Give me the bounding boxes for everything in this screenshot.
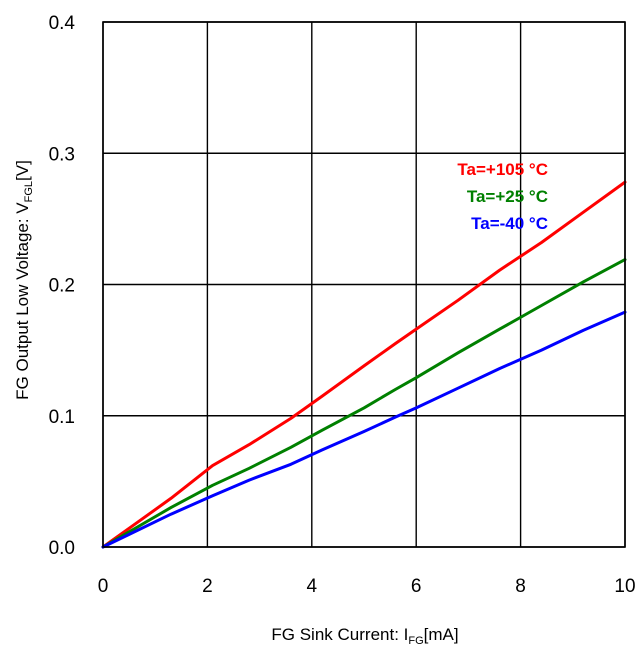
y-tick-label: 0.1 — [49, 407, 75, 428]
x-tick-label: 4 — [307, 576, 318, 597]
series-line — [101, 258, 627, 549]
y-tick-labels: 0.0 0.1 0.2 0.3 0.4 — [49, 13, 76, 559]
y-axis-label: FG Output Low Voltage: VFGL[V] — [13, 160, 35, 400]
y-axis-label-unit: [V] — [13, 160, 32, 181]
legend-entry: Ta=-40 °C — [471, 214, 548, 233]
x-axis-label-main: FG Sink Current: I — [271, 625, 408, 644]
x-tick-label: 2 — [202, 576, 213, 597]
y-axis-label-subscript: FGL — [23, 181, 35, 202]
series-line — [101, 180, 627, 549]
y-tick-label: 0.4 — [49, 13, 76, 34]
legend-entry: Ta=+105 °C — [457, 160, 548, 179]
y-axis-label-main: FG Output Low Voltage: V — [13, 202, 32, 400]
y-tick-label: 0.0 — [49, 538, 75, 559]
series-line — [101, 310, 627, 549]
x-tick-label: 0 — [98, 576, 109, 597]
x-tick-label: 6 — [411, 576, 422, 597]
x-axis-label-unit: [mA] — [424, 625, 459, 644]
legend-entry: Ta=+25 °C — [467, 187, 548, 206]
y-tick-label: 0.3 — [49, 144, 75, 165]
x-tick-label: 8 — [515, 576, 526, 597]
x-axis-label-subscript: FG — [408, 635, 423, 647]
x-tick-label: 10 — [614, 576, 635, 597]
x-axis-label: FG Sink Current: IFG[mA] — [271, 625, 458, 647]
y-tick-label: 0.2 — [49, 276, 75, 297]
x-tick-labels: 0 2 4 6 8 10 — [98, 576, 636, 597]
plot-frame — [102, 21, 626, 548]
series-lines — [101, 180, 627, 549]
legend: Ta=+105 °C Ta=+25 °C Ta=-40 °C — [457, 160, 548, 233]
